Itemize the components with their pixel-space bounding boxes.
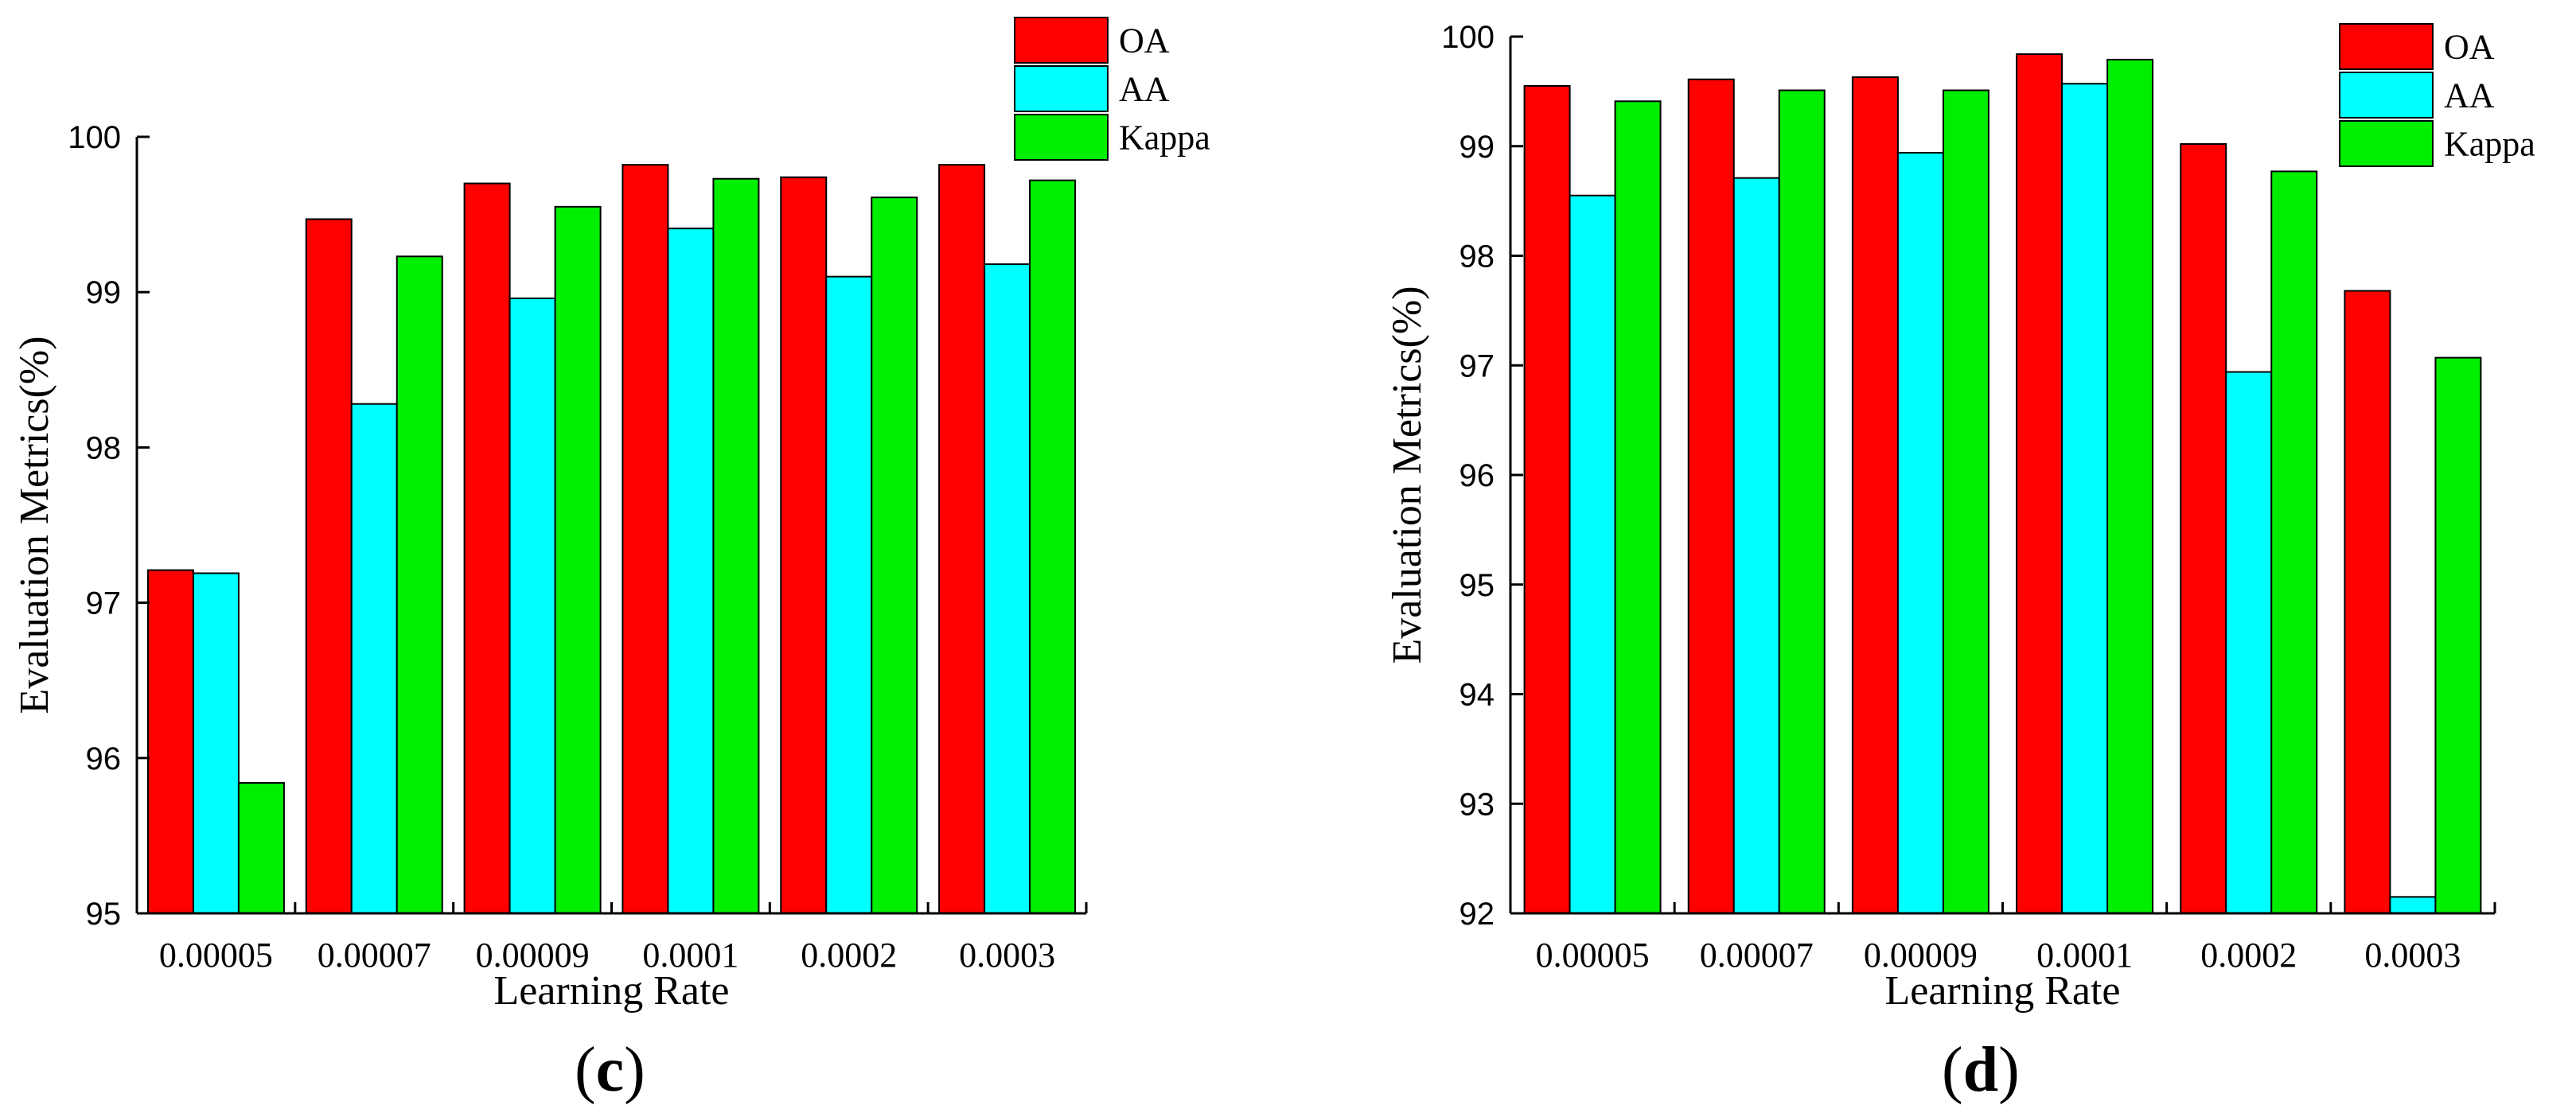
bar-oa-0.00007: [305, 218, 353, 914]
chart-d: 92 93 94 95 96 97 98 99 100 0.00005 0.00007 0.00009…: [1385, 20, 2535, 1014]
y-tick-label: 98: [86, 430, 122, 465]
bar-aa-0.0003: [2389, 896, 2437, 915]
x-axis-label: Learning Rate: [1885, 968, 2121, 1014]
x-tick-label: 0.00007: [318, 936, 431, 975]
x-tick-label: 0.0003: [959, 936, 1055, 975]
bar-oa-0.00007: [1687, 78, 1735, 914]
bar-aa-0.0003: [984, 263, 1031, 914]
bar-aa-0.00007: [1732, 177, 1780, 914]
bar-aa-0.00005: [1569, 194, 1616, 915]
x-tick-label: 0.0001: [642, 936, 739, 975]
bar-aa-0.0001: [2061, 83, 2109, 914]
legend-swatch-kappa: [2339, 120, 2434, 167]
y-tick-label: 100: [68, 120, 121, 155]
bar-kappa-0.0002: [871, 197, 918, 915]
bar-aa-0.0002: [825, 275, 873, 914]
bar-kappa-0.00009: [1942, 89, 1989, 914]
legend-label-oa: OA: [2444, 28, 2495, 67]
y-tick-label: 100: [1441, 20, 1495, 55]
legend-label-kappa: Kappa: [1119, 119, 1210, 158]
bar-kappa-0.00007: [396, 255, 443, 914]
y-tick-label: 92: [1459, 897, 1495, 932]
x-tick-label: 0.00009: [476, 936, 590, 975]
bar-kappa-0.0002: [2270, 170, 2318, 914]
y-tick-label: 94: [1459, 678, 1495, 713]
y-tick-label: 97: [86, 586, 122, 621]
panel-label-c: (c): [575, 1035, 645, 1105]
legend-swatch-aa: [2339, 72, 2434, 119]
y-axis-label: Evaluation Metrics(%): [12, 336, 57, 714]
y-tick-label: 97: [1459, 348, 1495, 383]
bar-kappa-0.00009: [554, 205, 602, 914]
y-tick-label: 98: [1459, 239, 1495, 274]
bar-aa-0.00005: [192, 572, 240, 915]
bar-aa-0.00009: [1896, 152, 1944, 914]
x-tick-label: 0.0002: [801, 936, 897, 975]
y-axis-label: Evaluation Metrics(%): [1385, 286, 1430, 664]
bar-kappa-0.0003: [2434, 356, 2482, 915]
legend-swatch-oa: [1014, 17, 1109, 64]
chart-c: 95 96 97 98 99 100 0.00005 0.00007 0.00009 0.0001…: [12, 17, 1210, 1014]
y-tick-label: 96: [1459, 458, 1495, 493]
bar-aa-0.00007: [350, 403, 398, 914]
legend-swatch-oa: [2339, 23, 2434, 70]
x-axis-label: Learning Rate: [494, 968, 730, 1014]
bar-oa-0.0001: [622, 164, 669, 915]
x-tick-label: 0.00005: [159, 936, 273, 975]
bar-kappa-0.0001: [2106, 58, 2154, 915]
x-tick-label: 0.00009: [1864, 936, 1978, 975]
bar-oa-0.00005: [1523, 84, 1571, 914]
legend-swatch-aa: [1014, 65, 1109, 112]
y-tick-label: 95: [1459, 568, 1495, 603]
legend-label-aa: AA: [2444, 76, 2495, 115]
bar-aa-0.0001: [667, 228, 715, 914]
bar-oa-0.00009: [1851, 76, 1899, 914]
y-tick-label: 96: [86, 741, 122, 776]
x-tick-label: 0.0003: [2364, 936, 2461, 975]
legend-label-oa: OA: [1119, 21, 1170, 60]
bar-oa-0.0002: [780, 176, 828, 914]
legend-label-aa: AA: [1119, 70, 1170, 109]
bar-aa-0.00009: [509, 298, 556, 914]
bar-kappa-0.0001: [712, 177, 760, 915]
bar-oa-0.0001: [2016, 53, 2064, 914]
panel-label-d: (d): [1942, 1035, 2020, 1105]
legend-swatch-kappa: [1014, 114, 1109, 161]
y-tick-label: 99: [1459, 130, 1495, 165]
x-tick-label: 0.00005: [1536, 936, 1650, 975]
x-tick-label: 0.0002: [2200, 936, 2297, 975]
bar-oa-0.00005: [146, 569, 194, 914]
y-tick-label: 93: [1459, 787, 1495, 822]
y-tick-label: 95: [86, 897, 122, 932]
legend-label-kappa: Kappa: [2444, 125, 2535, 164]
bar-kappa-0.00007: [1778, 89, 1826, 914]
bar-kappa-0.00005: [237, 782, 285, 914]
bar-oa-0.0003: [938, 164, 986, 915]
x-tick-label: 0.00007: [1700, 936, 1814, 975]
x-tick-label: 0.0001: [2036, 936, 2133, 975]
bar-kappa-0.0003: [1029, 179, 1077, 914]
bar-oa-0.00009: [463, 182, 511, 914]
bar-oa-0.0003: [2344, 290, 2391, 914]
bar-kappa-0.00005: [1614, 100, 1662, 914]
y-tick-label: 99: [86, 275, 122, 310]
bar-aa-0.0002: [2225, 371, 2273, 914]
bar-oa-0.0002: [2180, 142, 2227, 914]
